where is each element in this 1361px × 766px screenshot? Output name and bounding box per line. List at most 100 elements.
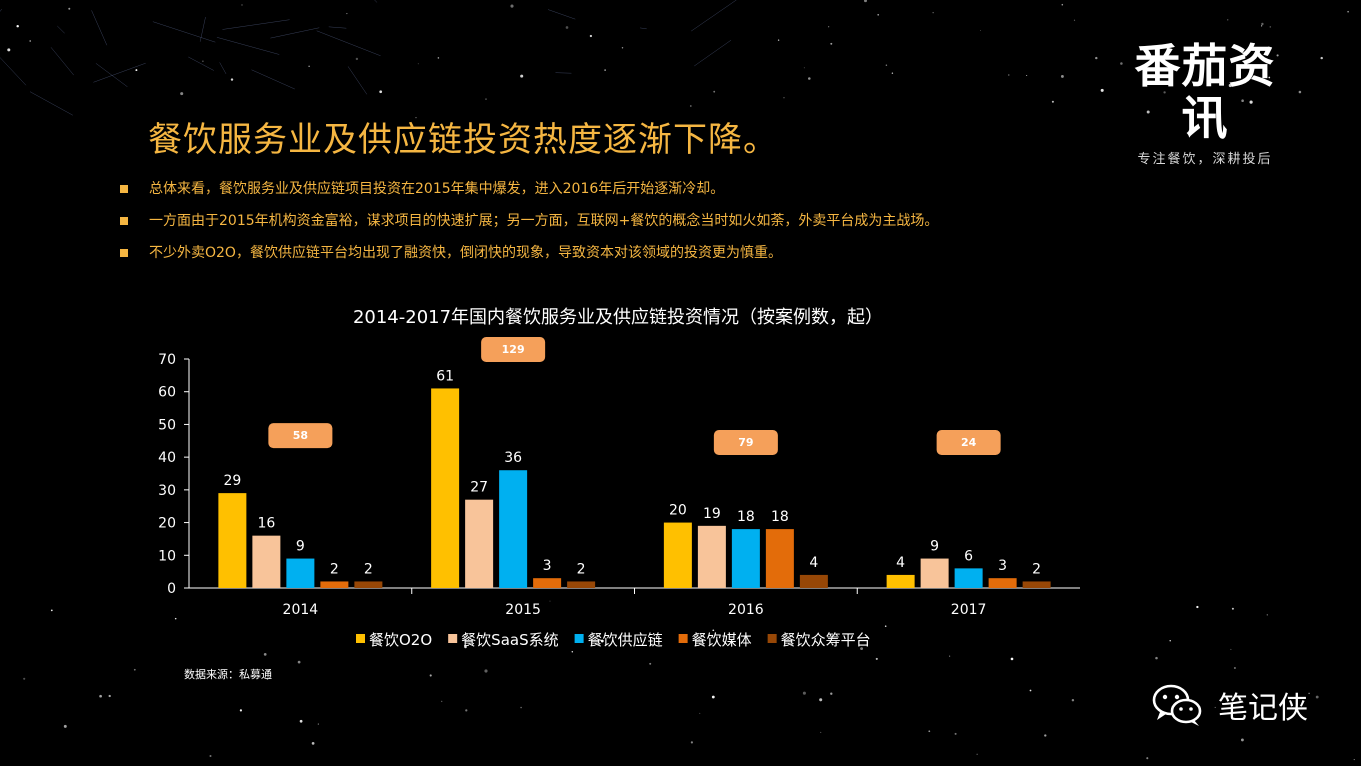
star	[803, 67, 805, 69]
star	[777, 39, 780, 41]
star	[29, 40, 32, 42]
bar-value-label: 19	[703, 506, 721, 522]
star	[68, 7, 71, 10]
bar	[465, 499, 494, 588]
star	[133, 668, 136, 671]
star	[1026, 75, 1028, 76]
bar	[286, 558, 315, 588]
constellation-line	[222, 19, 290, 30]
constellation-line	[374, 0, 378, 3]
star	[621, 47, 624, 49]
star	[1353, 759, 1355, 761]
wechat-icon	[1152, 684, 1202, 726]
bar	[988, 578, 1017, 588]
bar-value-label: 20	[669, 503, 687, 519]
bar-value-label: 2	[364, 561, 373, 577]
brand-logo: 番茄资讯 专注餐饮，深耕投后	[1120, 40, 1290, 167]
total-badge-label: 58	[293, 429, 308, 442]
star	[180, 92, 184, 96]
star	[1276, 54, 1279, 57]
star	[783, 97, 785, 99]
star	[819, 698, 823, 702]
legend-swatch	[767, 634, 777, 643]
star	[980, 29, 982, 31]
constellation-line	[691, 0, 737, 32]
star	[954, 732, 957, 735]
bar	[218, 493, 247, 588]
bar	[954, 568, 983, 588]
star	[808, 77, 811, 80]
star	[308, 65, 310, 67]
star	[1230, 648, 1232, 650]
constellation-line	[219, 62, 227, 75]
star	[239, 709, 243, 712]
x-tick-label: 2015	[505, 602, 541, 618]
star	[317, 723, 319, 725]
star	[1169, 639, 1171, 642]
star	[1073, 19, 1076, 21]
bar	[697, 525, 726, 588]
bar-value-label: 16	[257, 516, 275, 532]
star	[202, 60, 204, 62]
star	[875, 657, 878, 660]
bar-value-label: 3	[998, 558, 1007, 574]
star	[299, 719, 303, 723]
constellation-line	[188, 56, 214, 71]
star	[1241, 99, 1244, 102]
star	[1320, 56, 1323, 60]
total-badge	[481, 337, 546, 362]
star	[699, 712, 701, 714]
star	[484, 669, 488, 673]
star	[891, 72, 894, 74]
total-badge	[936, 430, 1001, 455]
bar-value-label: 2	[330, 561, 339, 577]
star	[1233, 666, 1236, 670]
bar	[567, 581, 596, 588]
legend-label: 餐饮众筹平台	[781, 631, 871, 649]
bullet-square-icon	[120, 249, 128, 257]
bullet-item: 一方面由于2015年机构资金富裕，谋求项目的快速扩展；另一方面，互联网+餐饮的概…	[120, 210, 938, 242]
star	[600, 639, 604, 643]
star	[1308, 692, 1310, 695]
star	[1261, 22, 1264, 26]
watermark: 笔记侠	[1152, 680, 1308, 730]
star	[1136, 68, 1138, 70]
bullet-square-icon	[120, 217, 128, 225]
star	[1261, 25, 1263, 27]
star	[1163, 91, 1166, 94]
y-tick-label: 20	[158, 516, 176, 532]
star	[1051, 100, 1054, 103]
star	[1214, 706, 1216, 708]
star	[263, 653, 267, 656]
constellation-line	[639, 27, 647, 30]
constellation-line	[316, 30, 381, 57]
star	[928, 730, 931, 733]
bar-value-label: 61	[436, 368, 454, 384]
bullet-list: 总体来看，餐饮服务业及供应链项目投资在2015年集中爆发，进入2016年后开始逐…	[120, 178, 938, 274]
star	[820, 731, 822, 733]
star	[417, 63, 419, 65]
star	[266, 678, 269, 680]
star	[802, 691, 806, 695]
bar	[252, 535, 281, 588]
chart-title: 2014-2017年国内餐饮服务业及供应链投资情况（按案例数，起）	[353, 307, 883, 328]
star	[1298, 90, 1302, 94]
star	[549, 600, 551, 602]
x-tick-label: 2017	[951, 602, 987, 618]
bullet-text: 一方面由于2015年机构资金富裕，谋求项目的快速扩展；另一方面，互联网+餐饮的概…	[149, 213, 939, 229]
star	[63, 724, 67, 728]
constellation-line	[50, 47, 74, 76]
bar-value-label: 3	[543, 558, 552, 574]
bar	[765, 529, 794, 588]
star	[860, 647, 864, 651]
star	[1071, 698, 1075, 702]
constellation-line	[251, 69, 295, 90]
star	[50, 609, 53, 612]
star	[415, 117, 417, 119]
star	[464, 645, 467, 649]
bar	[533, 578, 562, 588]
star	[346, 13, 348, 15]
star	[7, 48, 11, 52]
